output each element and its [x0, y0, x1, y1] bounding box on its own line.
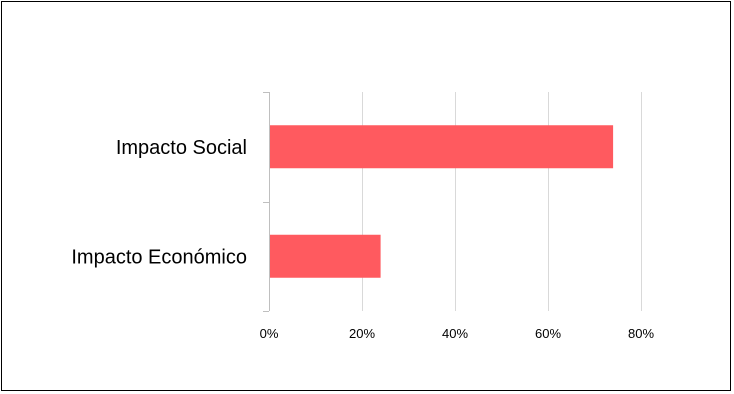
x-tick-label-2: 40%	[442, 326, 468, 341]
category-label-1: Impacto Económico	[71, 246, 247, 268]
x-tick-label-4: 80%	[628, 326, 654, 341]
category-label-0: Impacto Social	[116, 137, 247, 159]
x-tick-labels: 0% 20% 40% 60% 80%	[260, 326, 655, 341]
bar-0	[270, 125, 614, 169]
y-axis	[263, 92, 270, 312]
x-tick-label-3: 60%	[535, 326, 561, 341]
grid-lines	[362, 92, 642, 311]
x-tick-label-1: 20%	[349, 326, 375, 341]
bars	[270, 125, 614, 278]
bar-1	[270, 234, 381, 278]
category-labels: Impacto Social Impacto Económico	[71, 137, 247, 269]
x-tick-label-0: 0%	[260, 326, 279, 341]
